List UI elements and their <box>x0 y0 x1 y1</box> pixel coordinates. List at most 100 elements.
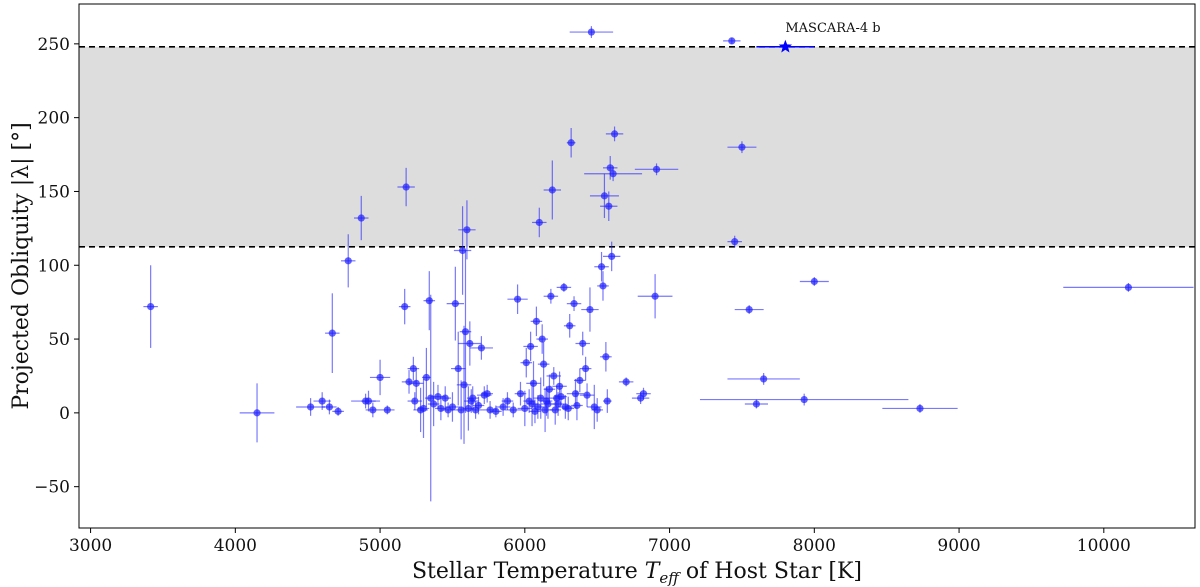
data-point-112 <box>727 141 757 154</box>
point-marker <box>545 385 554 393</box>
x-tick-label: 6000 <box>503 536 546 556</box>
data-point-82 <box>563 313 576 338</box>
point-marker <box>344 257 352 265</box>
point-marker <box>557 393 565 401</box>
x-tick-label: 7000 <box>648 536 691 556</box>
data-point-73 <box>546 367 562 385</box>
point-marker <box>745 305 753 314</box>
data-point-0 <box>143 265 158 348</box>
point-marker <box>325 403 334 411</box>
point-marker <box>602 353 610 361</box>
point-marker <box>460 381 468 389</box>
shaded-band-layer <box>79 46 1195 247</box>
point-marker <box>318 397 326 405</box>
point-marker <box>451 300 459 308</box>
y-axis-ticks: −50 0 50 100 150 200 250 <box>34 35 79 498</box>
data-point-118 <box>882 404 958 413</box>
point-marker <box>728 37 736 45</box>
point-marker <box>357 214 365 222</box>
data-point-71 <box>543 288 559 304</box>
data-point-43 <box>472 396 485 415</box>
data-point-4 <box>322 399 337 415</box>
point-marker <box>253 409 261 417</box>
x-tick-label: 4000 <box>214 536 257 556</box>
point-marker <box>550 372 558 380</box>
data-point-65 <box>536 324 548 354</box>
data-point-52 <box>507 284 528 314</box>
point-marker <box>564 404 572 413</box>
data-point-6 <box>332 406 344 416</box>
x-axis-title-part-1: Stellar Temperature <box>412 559 645 584</box>
point-marker <box>567 139 575 147</box>
point-marker <box>441 394 449 402</box>
data-point-110 <box>723 37 741 45</box>
point-marker <box>463 226 471 234</box>
point-marker <box>760 375 768 383</box>
point-marker <box>383 406 391 414</box>
point-marker <box>469 394 477 402</box>
x-tick-label: 10000 <box>1077 536 1131 556</box>
data-point-103 <box>584 166 643 182</box>
data-point-104 <box>605 126 624 142</box>
data-point-14 <box>398 288 411 325</box>
data-point-5 <box>325 293 340 374</box>
point-marker <box>571 390 580 398</box>
data-point-13 <box>380 405 395 415</box>
point-marker <box>454 364 462 373</box>
point-marker <box>583 391 591 399</box>
data-point-12 <box>369 359 391 396</box>
point-marker <box>532 317 541 325</box>
point-marker <box>605 202 613 210</box>
data-point-92 <box>569 26 614 38</box>
point-marker <box>560 283 568 292</box>
point-marker <box>461 328 470 336</box>
x-axis-title-part-2: of Host Star [K] <box>679 559 862 584</box>
data-point-25 <box>427 381 440 427</box>
data-point-96 <box>597 271 609 301</box>
data-point-30 <box>445 392 460 422</box>
point-marker <box>544 400 552 408</box>
x-tick-label: 3000 <box>69 536 112 556</box>
point-marker <box>540 360 548 368</box>
point-marker <box>603 397 611 405</box>
data-point-91 <box>581 287 599 332</box>
point-marker <box>1124 283 1133 292</box>
x-tick-label: 8000 <box>793 536 836 556</box>
point-marker <box>529 379 538 387</box>
point-marker <box>430 400 438 408</box>
point-marker <box>513 295 522 303</box>
point-marker <box>582 364 590 373</box>
point-marker <box>483 390 491 398</box>
point-marker <box>606 164 614 172</box>
point-marker <box>593 406 601 414</box>
point-marker <box>369 406 377 414</box>
y-tick-label: −50 <box>34 478 70 498</box>
data-point-99 <box>602 389 612 413</box>
point-marker <box>537 394 545 402</box>
point-marker <box>425 297 433 305</box>
point-marker <box>587 28 596 36</box>
data-point-50 <box>501 392 514 410</box>
point-marker <box>622 378 630 386</box>
x-axis-ticks: 3000 4000 5000 6000 7000 8000 9000 10000 <box>69 528 1131 556</box>
data-point-37 <box>458 200 476 260</box>
point-marker <box>547 292 555 300</box>
data-point-28 <box>439 386 451 410</box>
point-marker <box>401 302 409 311</box>
point-marker <box>731 238 739 246</box>
point-marker <box>422 373 430 382</box>
data-point-34 <box>453 206 472 295</box>
data-point-46 <box>481 384 493 403</box>
point-marker <box>576 376 584 384</box>
point-marker <box>405 378 413 386</box>
y-tick-label: 50 <box>48 330 70 350</box>
data-point-70 <box>543 374 556 405</box>
data-point-32 <box>451 331 466 406</box>
point-marker <box>364 397 373 405</box>
data-point-2 <box>296 398 326 416</box>
point-marker <box>492 407 500 415</box>
data-point-10 <box>361 390 376 412</box>
data-point-72 <box>543 160 562 220</box>
point-marker <box>522 359 530 367</box>
point-marker <box>599 282 607 290</box>
